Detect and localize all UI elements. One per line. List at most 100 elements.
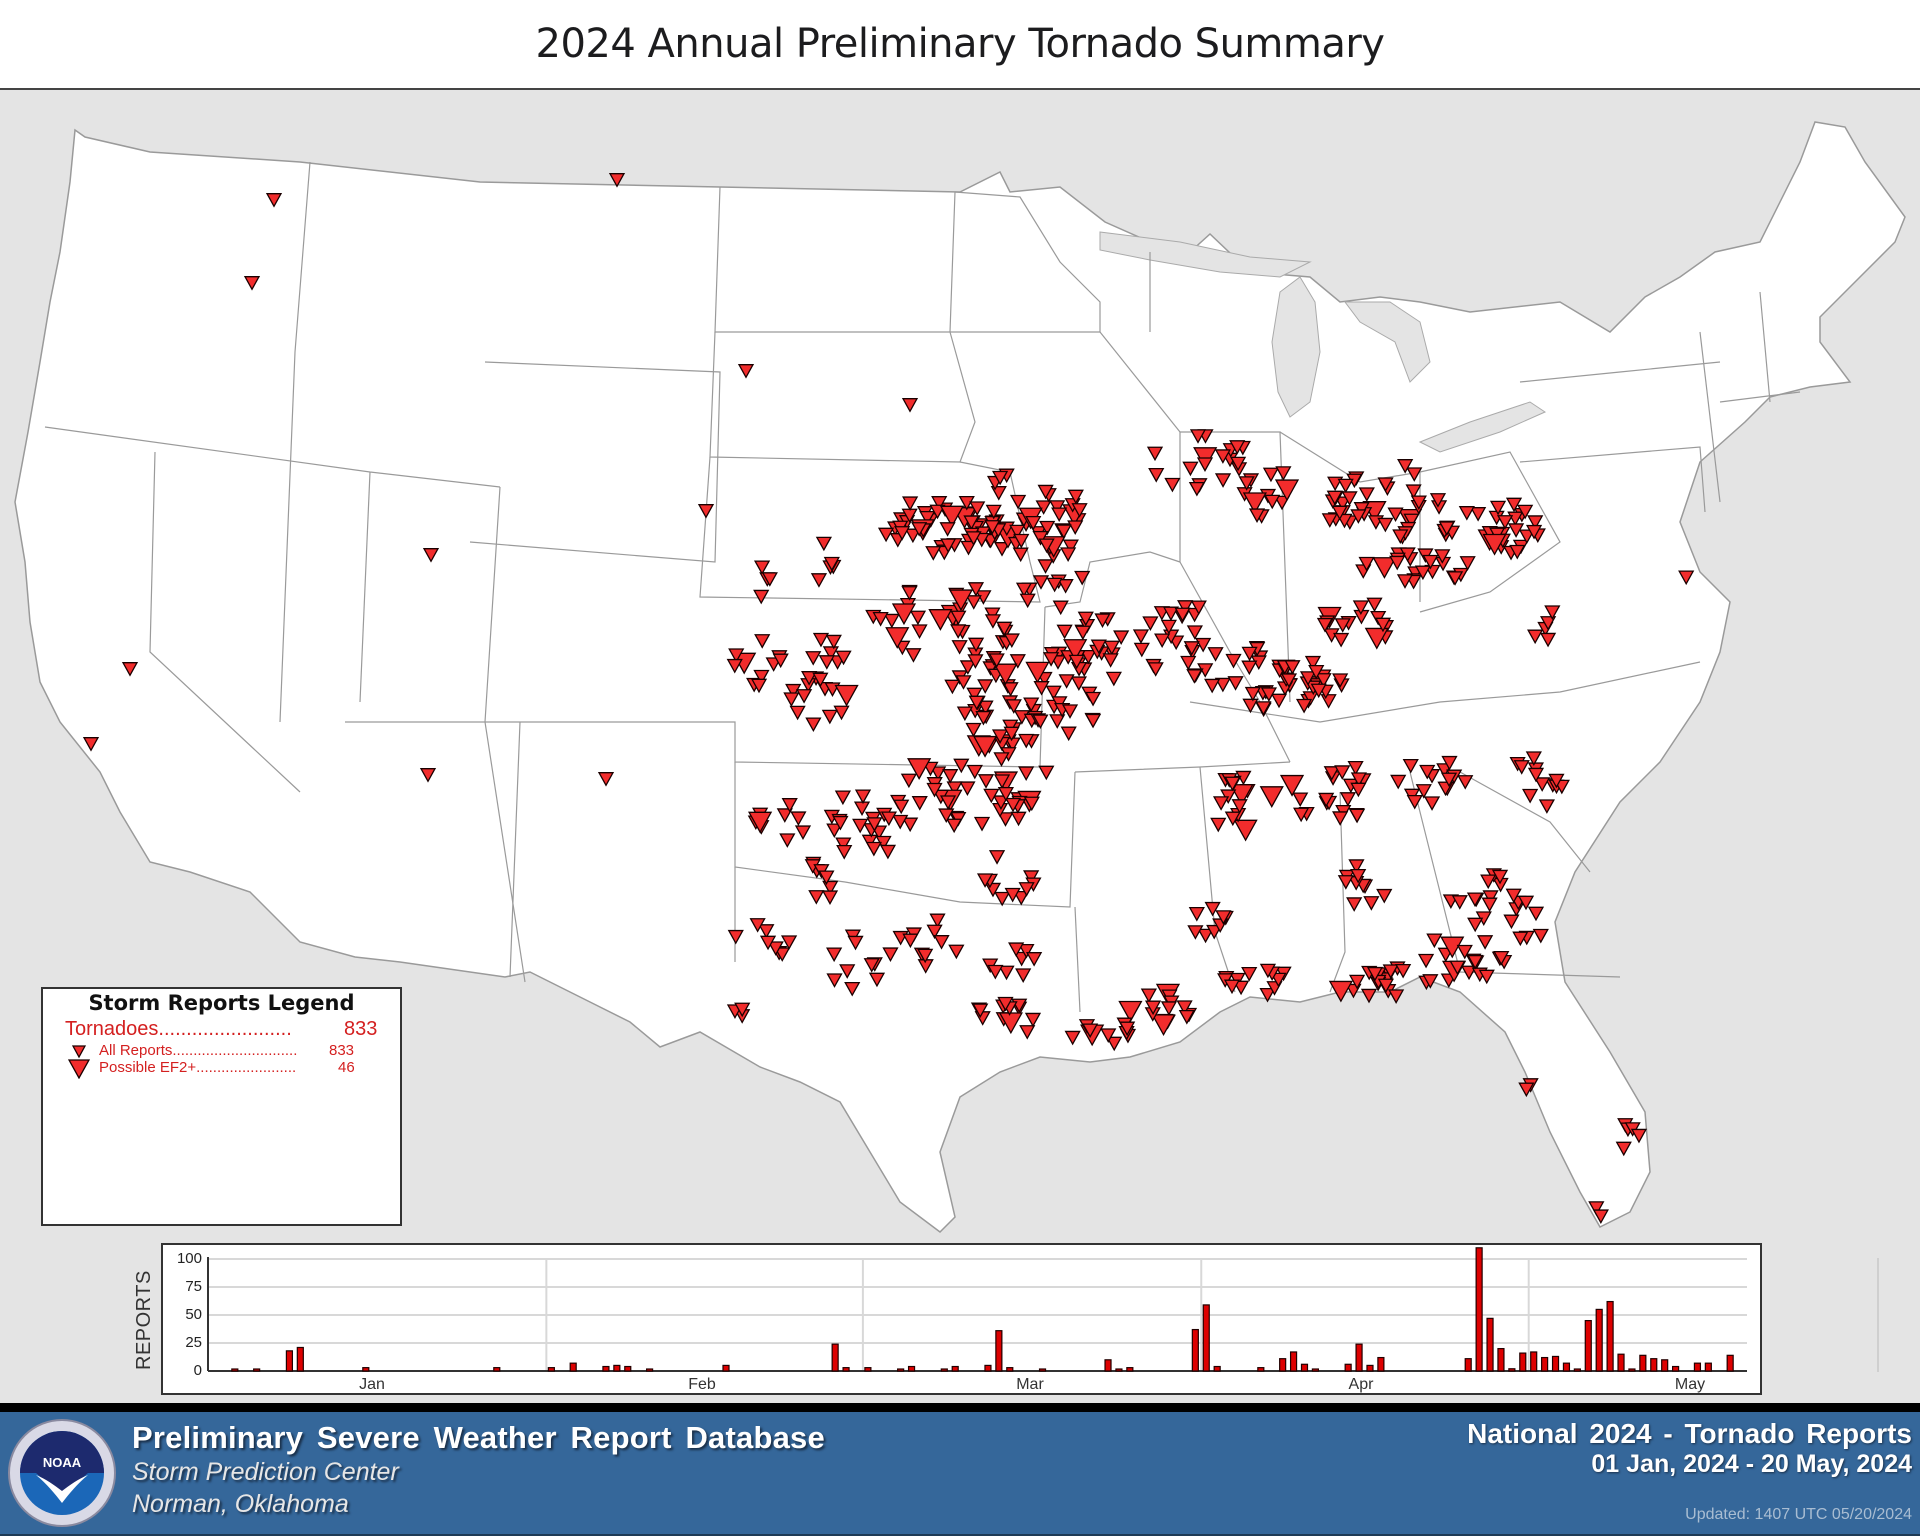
tornado-marker (1406, 794, 1423, 810)
tornado-marker (1214, 449, 1232, 464)
tornado-marker (821, 709, 838, 725)
bar (285, 1350, 294, 1372)
tornado-marker (1164, 477, 1181, 493)
tornado-marker (805, 717, 822, 733)
y-tick: 0 (193, 1362, 202, 1379)
tornado-marker (1323, 766, 1340, 781)
legend-category-count: 833 (344, 1018, 378, 1040)
tornado-marker (1259, 987, 1276, 1003)
tornado-marker (795, 689, 813, 704)
tornado-marker (1189, 429, 1207, 444)
tornado-marker (933, 935, 950, 950)
tornado-marker (1332, 811, 1349, 826)
tornado-marker (1009, 524, 1026, 540)
bar (296, 1346, 304, 1372)
tornado-marker (1360, 988, 1378, 1004)
tornado-marker (1067, 520, 1084, 535)
tornado-marker (822, 880, 839, 896)
tornado-marker (992, 795, 1010, 811)
legend-title: Storm Reports Legend (88, 991, 355, 1015)
bar (1464, 1358, 1472, 1372)
tornado-marker (597, 772, 615, 787)
tornado-marker (1018, 943, 1035, 959)
tornado-marker (1224, 811, 1241, 827)
tornado-marker (1186, 669, 1203, 684)
bar (1497, 1347, 1505, 1372)
tornado-marker (1037, 559, 1054, 574)
tornado-marker (1410, 495, 1427, 511)
tornado-marker (885, 627, 910, 649)
tornado-marker (861, 834, 878, 850)
tornado-marker (951, 640, 968, 655)
tornado-marker (1460, 965, 1478, 981)
tornado-marker (904, 528, 921, 544)
tornado-marker (1469, 507, 1487, 522)
tornado-marker (1142, 616, 1159, 631)
tornado-marker (1227, 676, 1244, 691)
tornado-marker (1315, 673, 1332, 688)
legend-row-possible-ef2: Possible EF2+........................ 46 (99, 1059, 355, 1076)
bar (984, 1364, 992, 1372)
tornado-marker (1074, 570, 1091, 586)
tornado-marker (1630, 1128, 1648, 1144)
bar (1661, 1359, 1669, 1372)
tornado-marker (785, 683, 802, 699)
tornado-marker (975, 710, 992, 726)
tornado-marker (965, 722, 982, 738)
tornado-marker (1478, 969, 1495, 985)
tornado-marker (790, 811, 807, 827)
bar (1562, 1362, 1571, 1372)
tornado-marker (1013, 533, 1030, 549)
tornado-marker (1304, 655, 1322, 671)
tornado-marker (1310, 683, 1327, 699)
tornado-marker (753, 669, 770, 685)
tornado-marker (1244, 686, 1261, 702)
tornado-marker (966, 764, 983, 780)
tornado-marker (998, 965, 1015, 981)
tornado-marker (1458, 506, 1475, 521)
tornado-marker (1042, 652, 1060, 667)
tornado-marker (994, 891, 1011, 907)
tornado-marker (1346, 897, 1363, 912)
tornado-marker (759, 935, 777, 951)
tornado-marker (1057, 579, 1074, 594)
bar (569, 1362, 577, 1372)
tornado-marker (1013, 890, 1030, 906)
tornado-marker (1293, 807, 1310, 823)
tornado-marker (946, 818, 963, 834)
tornado-marker (997, 786, 1014, 802)
tornado-marker (988, 850, 1006, 865)
tornado-marker (907, 758, 932, 780)
bar (1519, 1352, 1527, 1372)
footer-org: Storm Prediction Center (132, 1458, 399, 1486)
tornado-marker (968, 695, 985, 711)
tornado-marker (1118, 1000, 1143, 1023)
tornado-marker (1260, 687, 1278, 702)
bar (1671, 1365, 1680, 1372)
tornado-marker (1009, 654, 1026, 669)
y-tick: 75 (185, 1278, 202, 1295)
tornado-marker (948, 944, 965, 960)
tornado-marker (1414, 565, 1432, 581)
tornado-marker (1049, 500, 1066, 515)
tornado-marker (1082, 1023, 1099, 1039)
tornado-marker (1376, 888, 1393, 904)
tornado-marker (818, 655, 835, 670)
tornado-map (0, 88, 1920, 1403)
tornado-marker (1052, 600, 1069, 616)
tornado-marker (1467, 917, 1484, 933)
tornado-marker (1182, 461, 1199, 477)
tornado-marker (1233, 819, 1258, 842)
tornado-marker (1534, 777, 1551, 792)
tornado-marker (818, 870, 835, 886)
tornado-marker (928, 609, 953, 631)
tornado-marker (997, 996, 1014, 1012)
tornado-marker (835, 837, 852, 853)
bar (1355, 1343, 1363, 1372)
tornado-marker (1592, 1209, 1609, 1225)
tornado-marker (1045, 685, 1062, 701)
tornado-marker (1350, 868, 1367, 884)
tornado-marker (1015, 968, 1032, 983)
tornado-marker (852, 818, 869, 834)
